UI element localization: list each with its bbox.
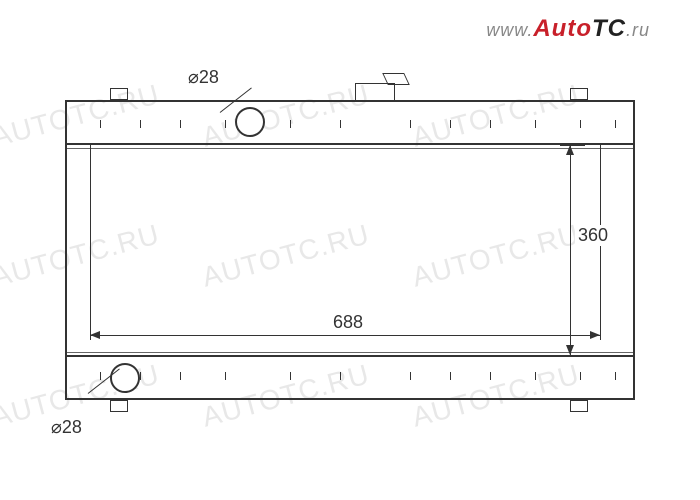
tank-notch bbox=[100, 372, 101, 380]
top-tank bbox=[65, 100, 635, 145]
source-url: www.AutoTC.ru bbox=[486, 15, 650, 43]
tank-notch bbox=[615, 372, 616, 380]
tank-notch bbox=[140, 120, 141, 128]
core-line bbox=[67, 352, 633, 353]
url-ru: .ru bbox=[626, 20, 650, 40]
dim-ext-bot bbox=[560, 355, 585, 356]
tank-notch bbox=[535, 372, 536, 380]
tank-notch bbox=[180, 372, 181, 380]
arrow-down-icon bbox=[566, 345, 574, 355]
tank-notch bbox=[290, 120, 291, 128]
arrow-up-icon bbox=[566, 145, 574, 155]
tank-notch bbox=[140, 372, 141, 380]
inlet-top-label: ⌀28 bbox=[185, 67, 222, 88]
tank-notch bbox=[615, 120, 616, 128]
mount-bracket bbox=[570, 400, 588, 412]
url-tc: TC bbox=[592, 15, 626, 42]
inlet-bottom-label: ⌀28 bbox=[48, 417, 85, 438]
dim-height-label: 360 bbox=[575, 225, 611, 246]
mount-bracket bbox=[570, 88, 588, 100]
arrow-right-icon bbox=[590, 331, 600, 339]
dim-ext-left bbox=[90, 145, 91, 340]
url-www: www. bbox=[486, 20, 533, 40]
radiator-diagram: ⌀28 ⌀28 688 360 bbox=[40, 45, 660, 455]
tank-notch bbox=[535, 120, 536, 128]
arrow-left-icon bbox=[90, 331, 100, 339]
tank-notch bbox=[290, 372, 291, 380]
tank-notch bbox=[180, 120, 181, 128]
tank-notch bbox=[340, 120, 341, 128]
tank-notch bbox=[410, 372, 411, 380]
dim-height-line bbox=[570, 145, 571, 355]
core-line bbox=[67, 148, 633, 149]
tank-notch bbox=[490, 120, 491, 128]
dim-width-line bbox=[90, 335, 600, 336]
tank-notch bbox=[225, 120, 226, 128]
mount-bracket bbox=[110, 88, 128, 100]
tank-notch bbox=[580, 372, 581, 380]
mount-bracket bbox=[110, 400, 128, 412]
tank-notch bbox=[225, 372, 226, 380]
tank-notch bbox=[490, 372, 491, 380]
inlet-top bbox=[235, 107, 265, 137]
cap-spout bbox=[382, 73, 410, 85]
tank-notch bbox=[580, 120, 581, 128]
tank-notch bbox=[100, 120, 101, 128]
cap-body bbox=[355, 83, 395, 101]
bottom-tank bbox=[65, 355, 635, 400]
tank-notch bbox=[450, 120, 451, 128]
inlet-bottom bbox=[110, 363, 140, 393]
dim-width-label: 688 bbox=[330, 312, 366, 333]
tank-notch bbox=[410, 120, 411, 128]
tank-notch bbox=[340, 372, 341, 380]
url-auto: Auto bbox=[533, 15, 592, 42]
tank-notch bbox=[450, 372, 451, 380]
radiator-cap bbox=[355, 73, 405, 101]
